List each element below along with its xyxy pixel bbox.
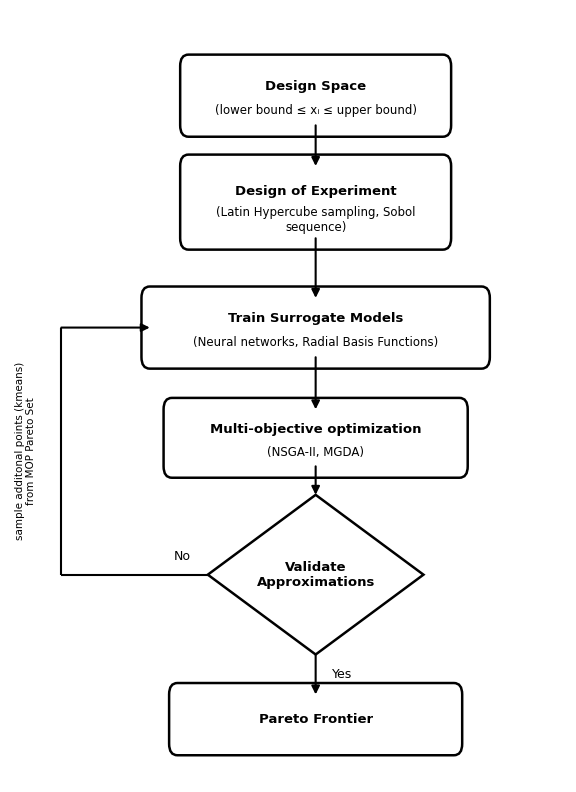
FancyBboxPatch shape (169, 683, 462, 756)
Text: (Neural networks, Radial Basis Functions): (Neural networks, Radial Basis Functions… (193, 336, 438, 349)
Text: sample additonal points (kmeans)
from MOP Pareto Set: sample additonal points (kmeans) from MO… (14, 362, 36, 540)
FancyBboxPatch shape (142, 287, 490, 368)
Text: Multi-objective optimization: Multi-objective optimization (210, 423, 422, 436)
Text: Design Space: Design Space (265, 80, 366, 93)
Text: Train Surrogate Models: Train Surrogate Models (228, 312, 403, 326)
Polygon shape (208, 495, 423, 654)
Text: (Latin Hypercube sampling, Sobol
sequence): (Latin Hypercube sampling, Sobol sequenc… (216, 206, 415, 234)
FancyBboxPatch shape (180, 55, 451, 137)
FancyBboxPatch shape (180, 154, 451, 249)
Text: Validate
Approximations: Validate Approximations (256, 561, 375, 588)
Text: (lower bound ≤ xᵢ ≤ upper bound): (lower bound ≤ xᵢ ≤ upper bound) (215, 104, 416, 117)
Text: (NSGA-II, MGDA): (NSGA-II, MGDA) (267, 446, 364, 459)
Text: Yes: Yes (332, 668, 353, 681)
FancyBboxPatch shape (164, 398, 468, 478)
Text: No: No (174, 550, 191, 563)
Text: Pareto Frontier: Pareto Frontier (259, 713, 373, 725)
Text: Design of Experiment: Design of Experiment (235, 185, 396, 198)
